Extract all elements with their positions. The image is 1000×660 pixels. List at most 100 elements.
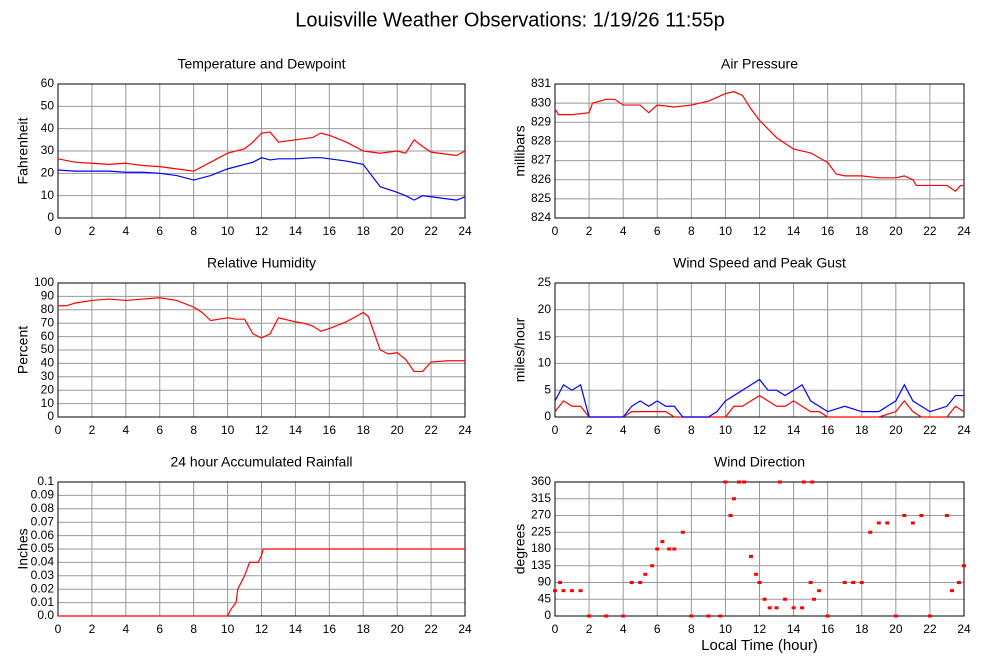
x-tick-label: 6 bbox=[156, 622, 163, 636]
x-tick-label: 10 bbox=[221, 622, 235, 636]
x-tick-label: 24 bbox=[957, 622, 971, 636]
data-line bbox=[554, 394, 965, 418]
x-tick-label: 2 bbox=[586, 622, 593, 636]
data-point bbox=[621, 614, 626, 618]
y-tick-label: 50 bbox=[41, 99, 55, 113]
x-tick-label: 22 bbox=[923, 423, 937, 437]
x-tick-label: 12 bbox=[255, 224, 269, 238]
y-tick-label: 315 bbox=[531, 491, 551, 505]
x-tick-label: 8 bbox=[688, 224, 695, 238]
data-point bbox=[777, 480, 782, 484]
y-tick-label: 0.05 bbox=[31, 541, 55, 555]
y-axis-label: millibars bbox=[512, 125, 528, 176]
y-tick-label: 830 bbox=[531, 95, 551, 109]
y-tick-label: 10 bbox=[538, 356, 552, 370]
data-point bbox=[767, 606, 772, 610]
data-point bbox=[842, 581, 847, 584]
data-point bbox=[737, 480, 742, 484]
y-tick-label: 0 bbox=[544, 409, 551, 423]
data-point bbox=[731, 497, 736, 501]
y-tick-label: 0.1 bbox=[37, 474, 54, 488]
x-tick-label: 10 bbox=[719, 622, 733, 636]
data-point bbox=[817, 589, 822, 593]
y-tick-label: 0.01 bbox=[31, 595, 55, 609]
x-tick-label: 16 bbox=[821, 622, 835, 636]
data-point bbox=[680, 530, 685, 534]
y-tick-label: 80 bbox=[41, 302, 55, 316]
x-tick-label: 0 bbox=[552, 224, 559, 238]
x-tick-label: 20 bbox=[889, 224, 903, 238]
data-point bbox=[672, 547, 677, 551]
x-tick-label: 6 bbox=[156, 423, 163, 437]
y-axis-label: degrees bbox=[512, 524, 528, 575]
chart-title: Wind Direction bbox=[714, 454, 805, 470]
data-point bbox=[570, 589, 575, 593]
data-point bbox=[876, 521, 881, 525]
x-tick-label: 16 bbox=[821, 423, 835, 437]
x-tick-label: 12 bbox=[255, 423, 269, 437]
data-point bbox=[910, 521, 915, 525]
data-point bbox=[774, 606, 779, 610]
data-point bbox=[944, 514, 949, 517]
y-tick-label: 0 bbox=[544, 608, 551, 622]
x-axis-label: Local Time (hour) bbox=[701, 637, 818, 654]
y-tick-label: 20 bbox=[41, 166, 55, 180]
y-tick-label: 60 bbox=[41, 76, 55, 90]
data-point bbox=[893, 614, 898, 618]
data-line bbox=[554, 91, 964, 192]
data-line bbox=[57, 131, 466, 172]
y-tick-label: 45 bbox=[538, 591, 552, 605]
y-tick-label: 30 bbox=[41, 369, 55, 383]
chart-title: Temperature and Dewpoint bbox=[177, 56, 345, 72]
x-tick-label: 18 bbox=[357, 224, 371, 238]
x-tick-label: 6 bbox=[156, 224, 163, 238]
x-tick-label: 20 bbox=[889, 622, 903, 636]
x-tick-label: 20 bbox=[889, 423, 903, 437]
data-point bbox=[885, 521, 890, 525]
y-tick-label: 831 bbox=[531, 76, 551, 90]
data-point bbox=[851, 581, 856, 584]
data-point bbox=[810, 480, 815, 484]
page-title: Louisville Weather Observations: 1/19/26… bbox=[295, 9, 725, 31]
y-tick-label: 0 bbox=[47, 210, 54, 224]
data-point bbox=[650, 564, 655, 568]
x-tick-label: 0 bbox=[55, 622, 62, 636]
y-tick-label: 100 bbox=[34, 275, 54, 289]
x-tick-label: 0 bbox=[552, 423, 559, 437]
x-tick-label: 4 bbox=[122, 423, 129, 437]
y-tick-label: 10 bbox=[41, 396, 55, 410]
y-tick-label: 30 bbox=[41, 143, 55, 157]
x-tick-label: 14 bbox=[289, 622, 303, 636]
x-tick-label: 0 bbox=[55, 224, 62, 238]
x-tick-label: 8 bbox=[688, 423, 695, 437]
y-tick-label: 20 bbox=[538, 302, 552, 316]
plot-frame bbox=[554, 282, 965, 418]
data-point bbox=[578, 589, 583, 593]
x-tick-label: 22 bbox=[923, 622, 937, 636]
x-tick-label: 22 bbox=[923, 224, 937, 238]
x-tick-label: 22 bbox=[424, 224, 438, 238]
y-tick-label: 828 bbox=[531, 134, 551, 148]
x-tick-label: 12 bbox=[255, 622, 269, 636]
x-tick-label: 14 bbox=[787, 423, 801, 437]
y-tick-label: 0.03 bbox=[31, 568, 55, 582]
x-tick-label: 12 bbox=[753, 224, 767, 238]
x-tick-label: 18 bbox=[357, 423, 371, 437]
x-tick-label: 4 bbox=[620, 423, 627, 437]
x-tick-label: 14 bbox=[787, 224, 801, 238]
data-point bbox=[962, 564, 966, 568]
y-tick-label: 10 bbox=[41, 188, 55, 202]
data-point bbox=[902, 514, 907, 517]
y-tick-label: 135 bbox=[531, 558, 551, 572]
x-tick-label: 16 bbox=[323, 423, 337, 437]
x-tick-label: 0 bbox=[55, 423, 62, 437]
x-tick-label: 14 bbox=[289, 224, 303, 238]
data-point bbox=[643, 572, 648, 576]
x-tick-label: 20 bbox=[390, 423, 404, 437]
data-point bbox=[742, 480, 747, 484]
x-tick-label: 4 bbox=[122, 224, 129, 238]
y-tick-label: 829 bbox=[531, 114, 551, 128]
data-point bbox=[728, 514, 733, 517]
x-tick-label: 12 bbox=[753, 423, 767, 437]
x-tick-label: 16 bbox=[821, 224, 835, 238]
